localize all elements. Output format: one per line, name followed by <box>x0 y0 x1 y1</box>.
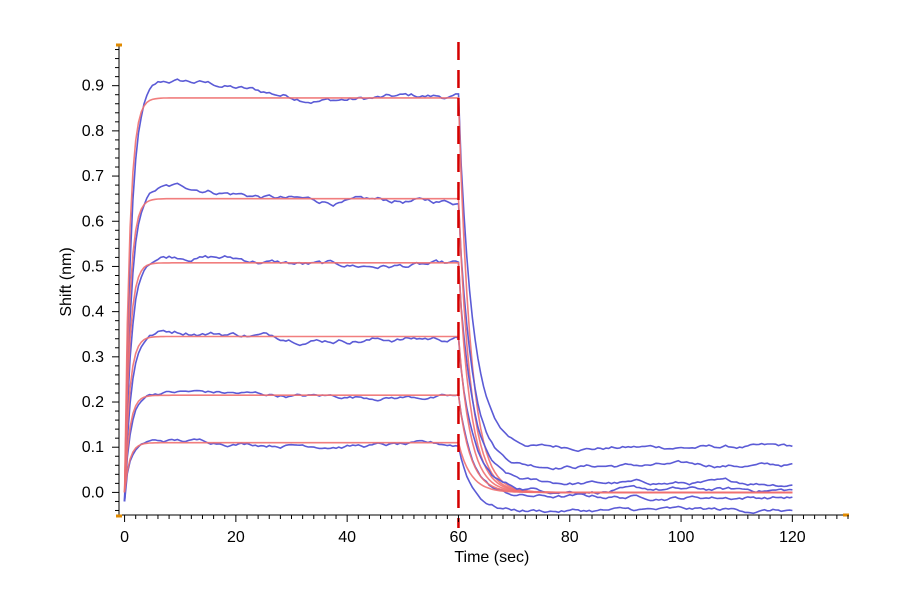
x-tick-label: 100 <box>668 529 695 546</box>
x-axis-title: Time (sec) <box>454 549 529 566</box>
measured-curve-1 <box>123 78 793 502</box>
axes-layer: 0 20 40 60 80 100 120 0.0 0.1 0.2 0.3 0.4 0.5 0.6 0.7 0… <box>82 42 849 546</box>
y-tick-label: 0.1 <box>82 439 104 456</box>
x-tick-label: 20 <box>227 529 245 546</box>
y-tick-label: 0.7 <box>82 168 104 185</box>
x-tick-label: 60 <box>450 529 468 546</box>
x-tick-label: 80 <box>561 529 579 546</box>
y-tick-label: 0.0 <box>82 484 104 501</box>
y-tick-label: 0.9 <box>82 78 104 95</box>
y-tick-label: 0.8 <box>82 123 104 140</box>
y-tick-label: 0.2 <box>82 394 104 411</box>
y-axis-title: Shift (nm) <box>58 247 75 316</box>
x-tick-label: 40 <box>338 529 356 546</box>
y-tick-label: 0.3 <box>82 349 104 366</box>
x-tick-label: 120 <box>779 529 806 546</box>
y-tick-label: 0.4 <box>82 304 104 321</box>
x-tick-label: 0 <box>120 529 129 546</box>
y-tick-label: 0.6 <box>82 213 104 230</box>
y-tick-label: 0.5 <box>82 258 104 275</box>
